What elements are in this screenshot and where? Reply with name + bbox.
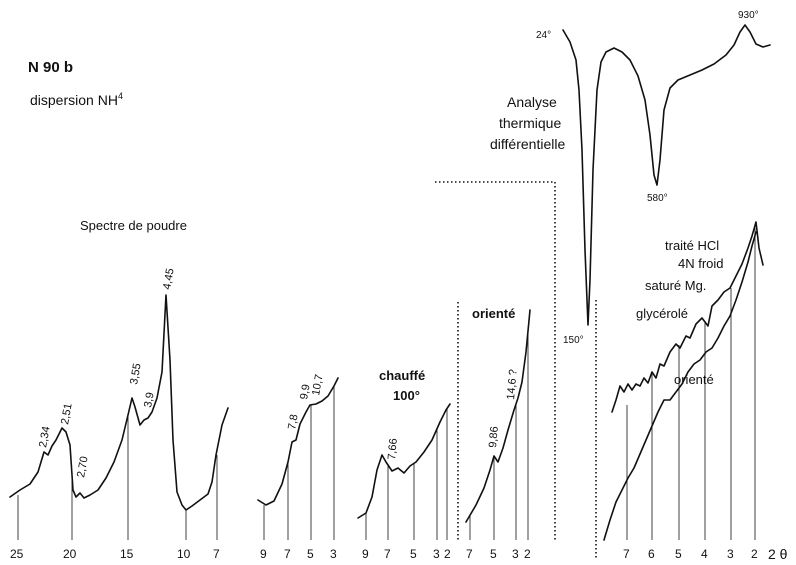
- oriented-trace-2: [603, 231, 757, 541]
- axis-tick: 7: [466, 547, 473, 561]
- sample-title: N 90 b: [28, 59, 73, 76]
- dta-curve: [562, 24, 771, 326]
- heated-label-line1: chauffé: [379, 368, 425, 383]
- axis-tick: 9: [260, 547, 267, 561]
- peak-label: 3,9: [142, 391, 156, 408]
- axis-tick: 3: [512, 547, 519, 561]
- spectrum-trace-2: [257, 377, 339, 506]
- dta-temp-24: 24°: [536, 30, 551, 41]
- axis-tick: 2: [524, 547, 531, 561]
- axis-tick: 7: [623, 547, 630, 561]
- peak-label: 3,55: [128, 362, 144, 385]
- axis-tick: 5: [675, 547, 682, 561]
- powder-spectrum-trace: [9, 294, 229, 511]
- dta-label-line2: thermique: [499, 115, 561, 131]
- dta-temp-150: 150°: [563, 335, 584, 346]
- axis-tick: 3: [727, 547, 734, 561]
- axis-tick: 2: [751, 547, 758, 561]
- axis-tick: 9: [362, 547, 369, 561]
- heated-label-line2: 100°: [393, 388, 420, 403]
- axis-tick: 3: [433, 547, 440, 561]
- oriented-label-1: orienté: [472, 306, 515, 321]
- axis-unit-label: 2 θ: [768, 546, 788, 562]
- peak-label: 4,45: [161, 267, 177, 290]
- axis-tick: 4: [701, 547, 708, 561]
- hcl-label-line1: traité HCl: [665, 238, 719, 253]
- dta-temp-580: 580°: [647, 193, 668, 204]
- hcl-label-line2: 4N froid: [678, 256, 724, 271]
- peak-label: 2,34: [37, 425, 53, 448]
- sample-treatment: dispersion NH4: [30, 91, 123, 108]
- axis-tick: 15: [120, 547, 134, 561]
- peak-label: 7,8: [286, 413, 300, 430]
- oriented-label-2: orienté: [674, 372, 714, 387]
- axis-tick: 10: [177, 547, 191, 561]
- peak-label: 7,66: [386, 438, 400, 460]
- axis-tick: 7: [213, 547, 220, 561]
- hcl-label-line4: glycérolé: [636, 306, 688, 321]
- axis-tick: 25: [10, 547, 24, 561]
- hcl-treated-trace: [611, 221, 764, 413]
- heated-trace: [357, 403, 451, 519]
- axis-tick: 5: [490, 547, 497, 561]
- axis-tick: 7: [284, 547, 291, 561]
- peak-label: 9,86: [487, 426, 501, 448]
- oriented-trace-1: [465, 309, 531, 523]
- axis-tick: 7: [384, 547, 391, 561]
- axis-tick: 6: [648, 547, 655, 561]
- peak-label: 14,6 ?: [505, 369, 520, 401]
- dta-label-line1: Analyse: [507, 94, 557, 110]
- powder-spectrum-label: Spectre de poudre: [80, 218, 187, 233]
- hcl-label-line3: saturé Mg.: [645, 278, 706, 293]
- axis-tick: 20: [63, 547, 77, 561]
- dta-label-line3: différentielle: [490, 136, 565, 152]
- axis-tick: 5: [410, 547, 417, 561]
- peak-label: 10,7: [310, 373, 326, 396]
- peak-label: 9,9: [298, 383, 312, 400]
- axis-tick-labels: 25 20 15 10 7 9 7 5 3 9 7 5 3 2 7 5 3 2 …: [10, 547, 758, 561]
- dta-temp-930: 930°: [738, 10, 759, 21]
- axis-tick: 3: [330, 547, 337, 561]
- dotted-separator-bracket: [435, 181, 556, 540]
- peak-label: 2,51: [59, 402, 75, 425]
- peak-label: 2,70: [75, 455, 91, 478]
- axis-tick: 5: [307, 547, 314, 561]
- axis-tick: 2: [444, 547, 451, 561]
